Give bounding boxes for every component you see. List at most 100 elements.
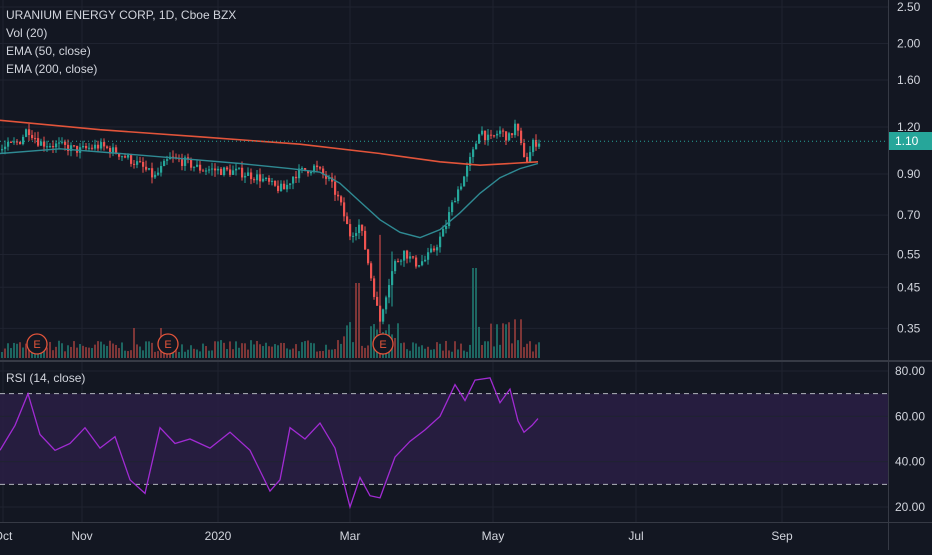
volume-bar xyxy=(199,351,201,358)
candle-body xyxy=(430,248,433,253)
candle-body xyxy=(451,202,454,213)
volume-bar xyxy=(109,340,111,358)
legend-ema200[interactable]: EMA (200, close) xyxy=(6,62,98,76)
volume-bar xyxy=(64,351,66,358)
volume-bar xyxy=(202,343,204,358)
volume-bar xyxy=(352,342,354,358)
candle-body xyxy=(223,167,226,175)
volume-bar xyxy=(280,342,282,358)
volume-bar xyxy=(358,283,360,358)
candle-body xyxy=(289,183,292,185)
volume-bar xyxy=(238,347,240,358)
candle-body xyxy=(376,296,379,306)
candle-body xyxy=(55,143,58,148)
volume-bar xyxy=(241,343,243,358)
candle-body xyxy=(154,174,157,178)
volume-bar xyxy=(532,351,534,358)
candle-body xyxy=(4,146,7,150)
candle-body xyxy=(283,183,286,190)
volume-bar xyxy=(526,343,528,358)
volume-bar xyxy=(328,349,330,358)
volume-bar xyxy=(106,345,108,358)
candle-body xyxy=(1,149,4,151)
candle-body xyxy=(202,170,205,172)
volume-bar xyxy=(268,346,270,358)
volume-bar xyxy=(367,345,369,358)
candle-body xyxy=(307,170,310,174)
volume-bar xyxy=(118,348,120,358)
candle-body xyxy=(259,174,262,182)
candle-body xyxy=(397,261,400,263)
volume-bar xyxy=(487,341,489,358)
volume-bar xyxy=(139,346,141,358)
volume-bar xyxy=(478,326,480,358)
candle-body xyxy=(322,168,325,175)
time-tick-label: Nov xyxy=(71,529,92,543)
candle-body xyxy=(106,146,109,148)
candle-body xyxy=(133,163,136,165)
volume-bar xyxy=(250,340,252,358)
candle-body xyxy=(511,133,514,136)
volume-bar xyxy=(271,346,273,358)
volume-bar xyxy=(496,324,498,358)
ema50-line xyxy=(0,148,539,239)
volume-bar xyxy=(538,342,540,358)
legend-volume[interactable]: Vol (20) xyxy=(6,26,48,40)
volume-bar xyxy=(4,348,6,358)
legend-ema50[interactable]: EMA (50, close) xyxy=(6,44,91,58)
volume-bar xyxy=(289,349,291,358)
candle-body xyxy=(421,261,424,266)
candle-body xyxy=(151,168,154,178)
volume-bar xyxy=(7,343,9,358)
legend-rsi[interactable]: RSI (14, close) xyxy=(6,371,86,385)
candle-body xyxy=(346,216,349,225)
volume-bar xyxy=(535,344,537,358)
volume-bar xyxy=(331,349,333,358)
volume-bar xyxy=(451,351,453,358)
volume-bar xyxy=(520,319,522,358)
candle-body xyxy=(94,144,97,149)
candle-body xyxy=(418,265,421,267)
legend-symbol[interactable]: URANIUM ENERGY CORP, 1D, Cboe BZX xyxy=(6,8,237,22)
candle-body xyxy=(535,139,538,147)
volume-bar xyxy=(10,348,12,358)
volume-bar xyxy=(463,350,465,358)
candle-body xyxy=(160,166,163,173)
volume-bar xyxy=(253,344,255,358)
candle-body xyxy=(517,123,520,131)
candle-body xyxy=(268,177,271,182)
candle-body xyxy=(256,174,259,181)
price-tick-label: 1.60 xyxy=(897,73,921,87)
candle-body xyxy=(481,130,484,135)
volume-bar xyxy=(214,341,216,358)
candle-body xyxy=(265,177,268,179)
candle-body xyxy=(427,252,430,260)
candle-body xyxy=(286,184,289,190)
candle-body xyxy=(532,139,535,153)
candle-body xyxy=(19,141,22,145)
candle-body xyxy=(406,250,409,259)
volume-bar xyxy=(361,345,363,358)
volume-bar xyxy=(295,344,297,358)
candle-body xyxy=(88,147,91,149)
price-tick-label: 0.90 xyxy=(897,167,921,181)
candle-body xyxy=(469,156,472,167)
candle-body xyxy=(493,135,496,137)
candle-body xyxy=(241,167,244,178)
volume-bar xyxy=(82,345,84,358)
candle-body xyxy=(28,129,31,136)
candle-body xyxy=(142,162,145,167)
volume-bar xyxy=(421,345,423,358)
rsi-tick-label: 20.00 xyxy=(895,500,925,514)
volume-bar xyxy=(178,351,180,358)
candle-body xyxy=(115,147,118,154)
candle-body xyxy=(400,260,403,262)
candle-body xyxy=(76,145,79,153)
earnings-marker xyxy=(157,333,179,355)
volume-bar xyxy=(235,341,237,358)
candle-body xyxy=(220,168,223,175)
candle-body xyxy=(295,176,298,179)
candle-body xyxy=(163,160,166,167)
